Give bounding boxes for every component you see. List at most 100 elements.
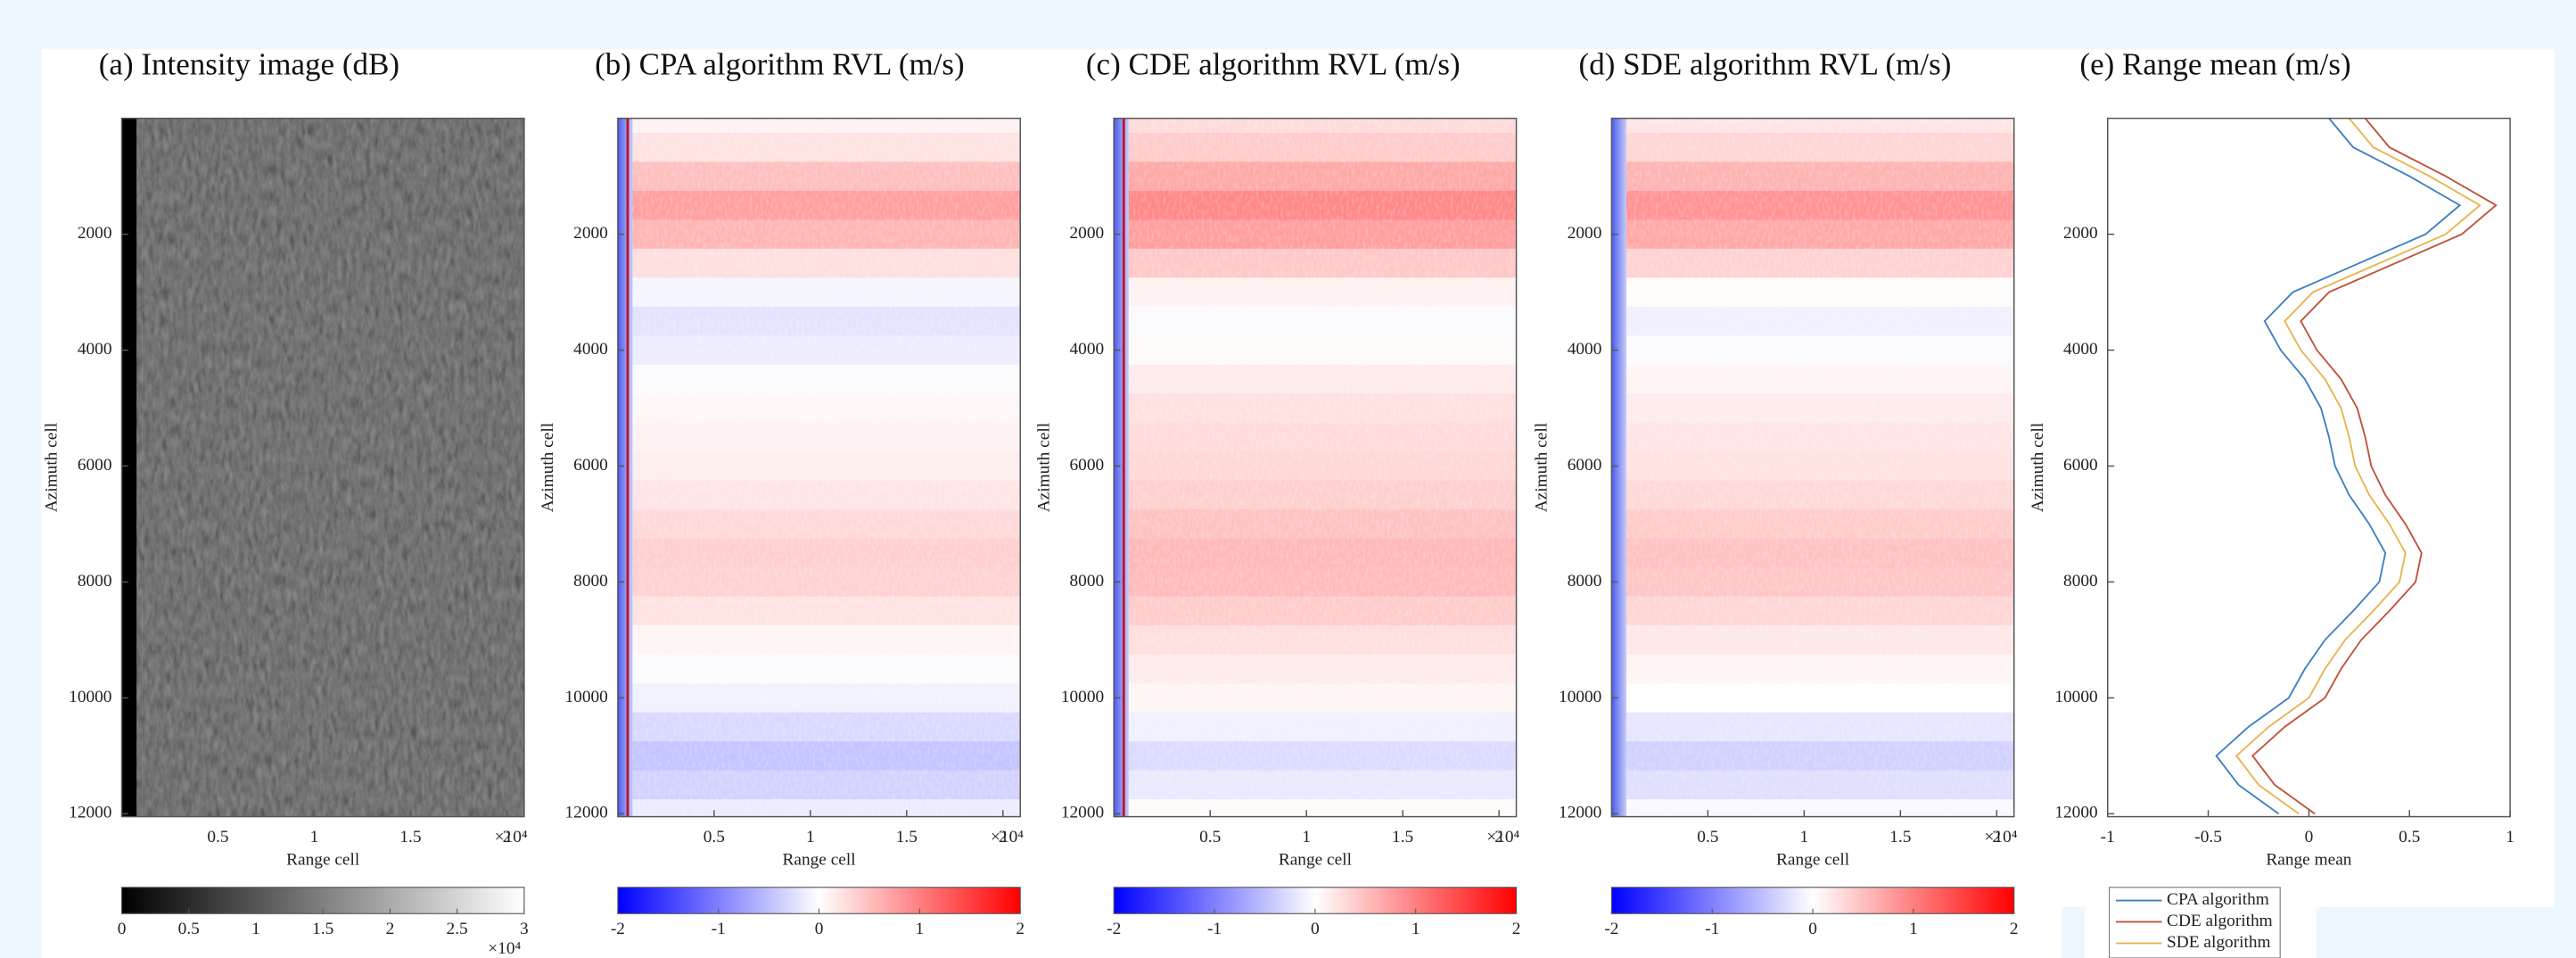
panel-title: (b) CPA algorithm RVL (m/s) (595, 47, 965, 82)
x-tick-label: 1 (1302, 828, 1311, 847)
y-tick-label: 6000 (573, 456, 608, 475)
x-tick-label: 1 (310, 828, 319, 847)
y-tick-label: 8000 (1568, 572, 1602, 590)
legend-label: CDE algorithm (2167, 912, 2273, 930)
panel-title: (e) Range mean (m/s) (2079, 47, 2350, 82)
x-multiplier: ×10⁴ (495, 828, 528, 847)
y-axis-label: Azimuth cell (539, 423, 557, 512)
y-tick-label: 12000 (1559, 804, 1601, 822)
y-tick-label: 10000 (2054, 688, 2097, 706)
panel-title: (c) CDE algorithm RVL (m/s) (1086, 47, 1461, 82)
colorbar-tick-label: 0.5 (178, 920, 200, 938)
y-tick-label: 2000 (78, 224, 112, 243)
y-tick-label: 6000 (1070, 456, 1105, 475)
y-tick-label: 6000 (78, 456, 112, 475)
colorbar-tick-label: -1 (1207, 920, 1222, 938)
y-tick-label: 12000 (2054, 804, 2097, 822)
edge-strip (617, 118, 633, 817)
colorbar-tick-label: 0 (1311, 920, 1320, 938)
heatmap-texture (1114, 118, 1517, 817)
x-tick-label: 0.5 (1199, 828, 1221, 847)
plot-area (121, 118, 524, 817)
y-tick-label: 2000 (573, 224, 608, 243)
x-tick-label: -0.5 (2194, 828, 2222, 847)
x-tick-label: 0.5 (2399, 828, 2420, 847)
colorbar-tick-label: 3 (520, 920, 529, 938)
colorbar-tick-label: 2 (2010, 920, 2019, 938)
x-tick-label: 1.5 (1889, 828, 1911, 847)
x-multiplier: ×10⁴ (991, 828, 1024, 847)
panel: (e) Range mean (m/s) 2000 4000 6000 8000 1000… (2029, 47, 2514, 958)
x-axis-label: Range cell (1279, 851, 1352, 870)
colorbar-tick-label: 1 (1411, 920, 1420, 938)
x-axis-label: Range cell (286, 851, 359, 870)
x-tick-label: 0.5 (704, 828, 725, 847)
x-tick-label: 1 (1800, 828, 1809, 847)
y-tick-label: 4000 (1568, 340, 1602, 359)
y-tick-label: 2000 (2063, 224, 2098, 243)
figure-background (41, 871, 2062, 958)
panel: (c) CDE algorithm RVL (m/s) 2000 4000 6000 8… (1034, 47, 1520, 939)
edge-strip (1611, 118, 1626, 817)
colorbar-tick-label: -2 (611, 920, 625, 938)
y-axis-label: Azimuth cell (43, 423, 62, 512)
colorbar-tick-label: -2 (1604, 920, 1618, 938)
y-tick-label: 10000 (69, 688, 111, 706)
colorbar-tick-label: 1 (251, 920, 260, 938)
y-tick-label: 4000 (573, 340, 608, 359)
plot-frame (1610, 117, 2015, 818)
series-line (2234, 118, 2481, 815)
y-tick-label: 8000 (573, 572, 608, 590)
plot-area (1611, 118, 2014, 817)
series-line (2215, 118, 2462, 815)
y-axis-label: Azimuth cell (2029, 423, 2047, 512)
y-tick-label: 2000 (1070, 224, 1105, 243)
x-multiplier: ×10⁴ (1486, 828, 1519, 847)
plot-area (2107, 118, 2511, 817)
colorbar-tick-label: 0 (118, 920, 127, 938)
image-edge (121, 118, 137, 817)
y-tick-label: 10000 (1559, 688, 1601, 706)
y-tick-label: 4000 (78, 340, 112, 359)
x-tick-label: 2 (999, 828, 1008, 847)
y-tick-label: 4000 (2063, 340, 2098, 359)
x-tick-label: 2 (1494, 828, 1503, 847)
heatmap-texture (1611, 118, 2014, 817)
y-tick-label: 10000 (565, 688, 608, 706)
x-tick-label: 0 (2305, 828, 2314, 847)
x-tick-label: 0.5 (207, 828, 228, 847)
panel-title: (d) SDE algorithm RVL (m/s) (1579, 47, 1952, 82)
panel: (d) SDE algorithm RVL (m/s) 2000 4000 6000 8… (1532, 47, 2018, 939)
x-tick-label: -1 (2101, 828, 2115, 847)
image-texture (121, 118, 524, 817)
colorbar-tick-label: -1 (712, 920, 726, 938)
plot-frame (617, 117, 1021, 818)
panel-title: (a) Intensity image (dB) (99, 47, 399, 82)
colorbar-tick-label: 0 (1808, 920, 1817, 938)
x-axis-label: Range cell (1776, 851, 1849, 870)
x-tick-label: 2 (1992, 828, 2001, 847)
y-tick-label: 8000 (78, 572, 112, 590)
y-tick-label: 12000 (565, 804, 608, 822)
edge-strip (1114, 118, 1129, 817)
x-axis-label: Range cell (782, 851, 855, 870)
x-tick-label: 1.5 (896, 828, 918, 847)
colorbar-multiplier: ×10⁴ (488, 939, 521, 958)
plot-frame (1113, 117, 1518, 818)
plot-area (617, 118, 1021, 817)
x-tick-label: 2 (503, 828, 512, 847)
y-axis-label: Azimuth cell (1034, 423, 1053, 512)
panel: (b) CPA algorithm RVL (m/s) 2000 4000 6000 8… (539, 47, 1025, 939)
y-tick-label: 8000 (1070, 572, 1105, 590)
colorbar-tick-label: 1.5 (312, 920, 333, 938)
colorbar-tick-label: 1 (1909, 920, 1918, 938)
y-axis-label: Azimuth cell (1532, 423, 1551, 512)
plot-background (2107, 118, 2511, 817)
y-tick-label: 2000 (1568, 224, 1602, 243)
x-tick-label: 0.5 (1697, 828, 1718, 847)
heatmap-texture (617, 118, 1021, 817)
x-tick-label: 1 (806, 828, 815, 847)
plot-frame (120, 117, 525, 818)
